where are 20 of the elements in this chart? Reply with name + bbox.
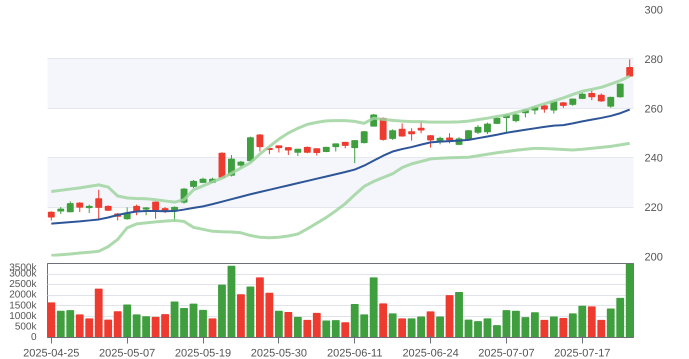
x-tick-label: 2025-05-07 bbox=[99, 348, 156, 359]
y-tick-label: 280 bbox=[644, 54, 663, 66]
x-tick-label: 2025-05-19 bbox=[174, 348, 232, 359]
y-tick-label: 2500k bbox=[9, 279, 38, 290]
x-tick-label: 2025-05-30 bbox=[250, 348, 308, 359]
y-tick-label: 200 bbox=[644, 252, 663, 264]
y-tick-label: 1000k bbox=[9, 310, 38, 322]
y-tick-label: 240 bbox=[644, 152, 663, 165]
x-tick-label: 2025-06-24 bbox=[402, 348, 459, 359]
x-tick-label: 2025-06-11 bbox=[327, 348, 382, 359]
y-tick-label: 0 bbox=[30, 332, 37, 343]
y-tick-label: 260 bbox=[644, 103, 663, 116]
y-tick-label: 500k bbox=[14, 321, 38, 332]
y-tick-label: 2000k bbox=[9, 290, 38, 301]
y-tick-label: 300 bbox=[644, 4, 663, 16]
x-tick-label: 2025-04-25 bbox=[23, 348, 80, 359]
y-tick-label: 1500k bbox=[9, 300, 38, 312]
y-tick-label: 220 bbox=[644, 202, 663, 214]
x-tick-label: 2025-07-07 bbox=[478, 348, 535, 359]
x-tick-label: 2025-07-17 bbox=[554, 348, 610, 359]
